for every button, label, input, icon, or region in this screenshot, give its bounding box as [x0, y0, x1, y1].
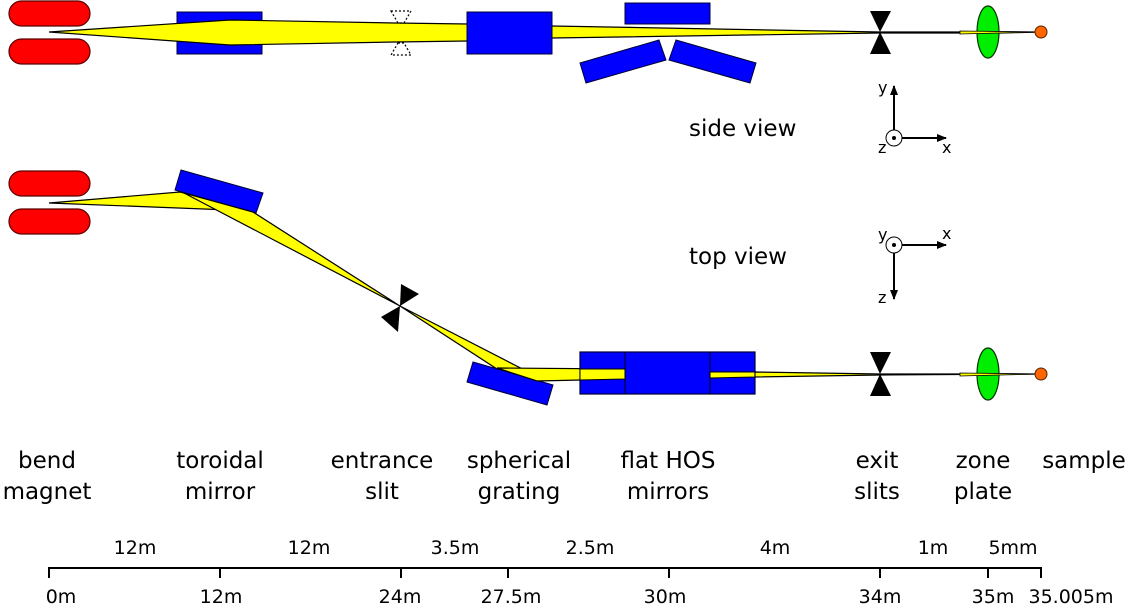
entrance-slit-side-dotted	[389, 10, 413, 56]
label-spherical-grating: spherical grating	[439, 446, 599, 508]
segment-label: 5mm	[988, 537, 1038, 559]
label-toroidal-mirror: toroidal mirror	[140, 446, 300, 508]
label-line-2: slits	[854, 479, 900, 505]
label-line-1: flat HOS	[620, 448, 716, 474]
position-label: 30m	[643, 586, 687, 604]
entrance-slit-top	[381, 284, 419, 332]
label-line-2: grating	[477, 479, 561, 505]
position-label: 0m	[45, 586, 77, 604]
top-view-label: top view	[689, 244, 787, 270]
side-axis-y-label: y	[878, 78, 888, 97]
segment-label: 12m	[287, 537, 331, 559]
label-line-2: plate	[953, 479, 1013, 505]
exit-slits-side	[870, 11, 891, 54]
exit-slits-top	[870, 352, 891, 396]
label-line-1: exit	[855, 448, 899, 474]
sample-top	[1034, 367, 1048, 381]
top-axis-y-label: y	[878, 225, 888, 244]
side-view-label: side view	[689, 116, 797, 142]
label-line-1: zone	[955, 448, 1011, 474]
label-line-2: magnet	[2, 479, 92, 505]
position-label: 24m	[378, 586, 422, 604]
side-axis-z-label: z	[878, 138, 887, 157]
label-sample: sample	[1004, 446, 1129, 477]
position-label: 34m	[858, 586, 902, 604]
bend-magnet-side	[8, 0, 91, 65]
label-bend-magnet: bend magnet	[0, 446, 127, 508]
position-label: 35.005m	[1028, 586, 1114, 604]
label-line-1: bend	[18, 448, 76, 474]
flat-hos-mirrors-side	[579, 2, 757, 84]
segment-label: 12m	[113, 537, 157, 559]
top-axis-x-label: x	[942, 224, 952, 243]
scale-bar	[48, 567, 1042, 578]
label-line-2: slit	[365, 479, 399, 505]
position-label: 35m	[971, 586, 1015, 604]
segment-label: 1m	[917, 537, 949, 559]
segment-label: 4m	[759, 537, 791, 559]
flat-hos-mirrors-top	[579, 351, 756, 395]
side-axis-x-label: x	[942, 138, 952, 157]
label-flat-hos-mirrors: flat HOS mirrors	[588, 446, 748, 508]
side-view-axes	[885, 85, 947, 147]
top-axis-z-label: z	[878, 288, 887, 307]
label-line-2: mirror	[184, 479, 256, 505]
segment-label: 2.5m	[565, 537, 615, 559]
position-label: 27.5m	[480, 586, 542, 604]
sample-side	[1034, 25, 1048, 39]
label-line-2: mirrors	[626, 479, 710, 505]
top-view	[8, 169, 1048, 406]
label-line-1: sample	[1042, 448, 1126, 474]
bend-magnet-top	[8, 170, 91, 235]
label-line-1: entrance	[330, 448, 434, 474]
segment-label: 3.5m	[430, 537, 480, 559]
toroidal-mirror-top	[174, 169, 264, 214]
position-label: 12m	[199, 586, 243, 604]
label-line-1: toroidal	[176, 448, 264, 474]
spherical-grating-side	[466, 11, 553, 55]
side-view	[8, 0, 1048, 147]
label-zone-plate: zone plate	[903, 446, 1063, 508]
top-view-axes	[885, 236, 947, 300]
label-entrance-slit: entrance slit	[302, 446, 462, 508]
label-line-1: spherical	[466, 448, 572, 474]
label-exit-slits: exit slits	[797, 446, 957, 508]
